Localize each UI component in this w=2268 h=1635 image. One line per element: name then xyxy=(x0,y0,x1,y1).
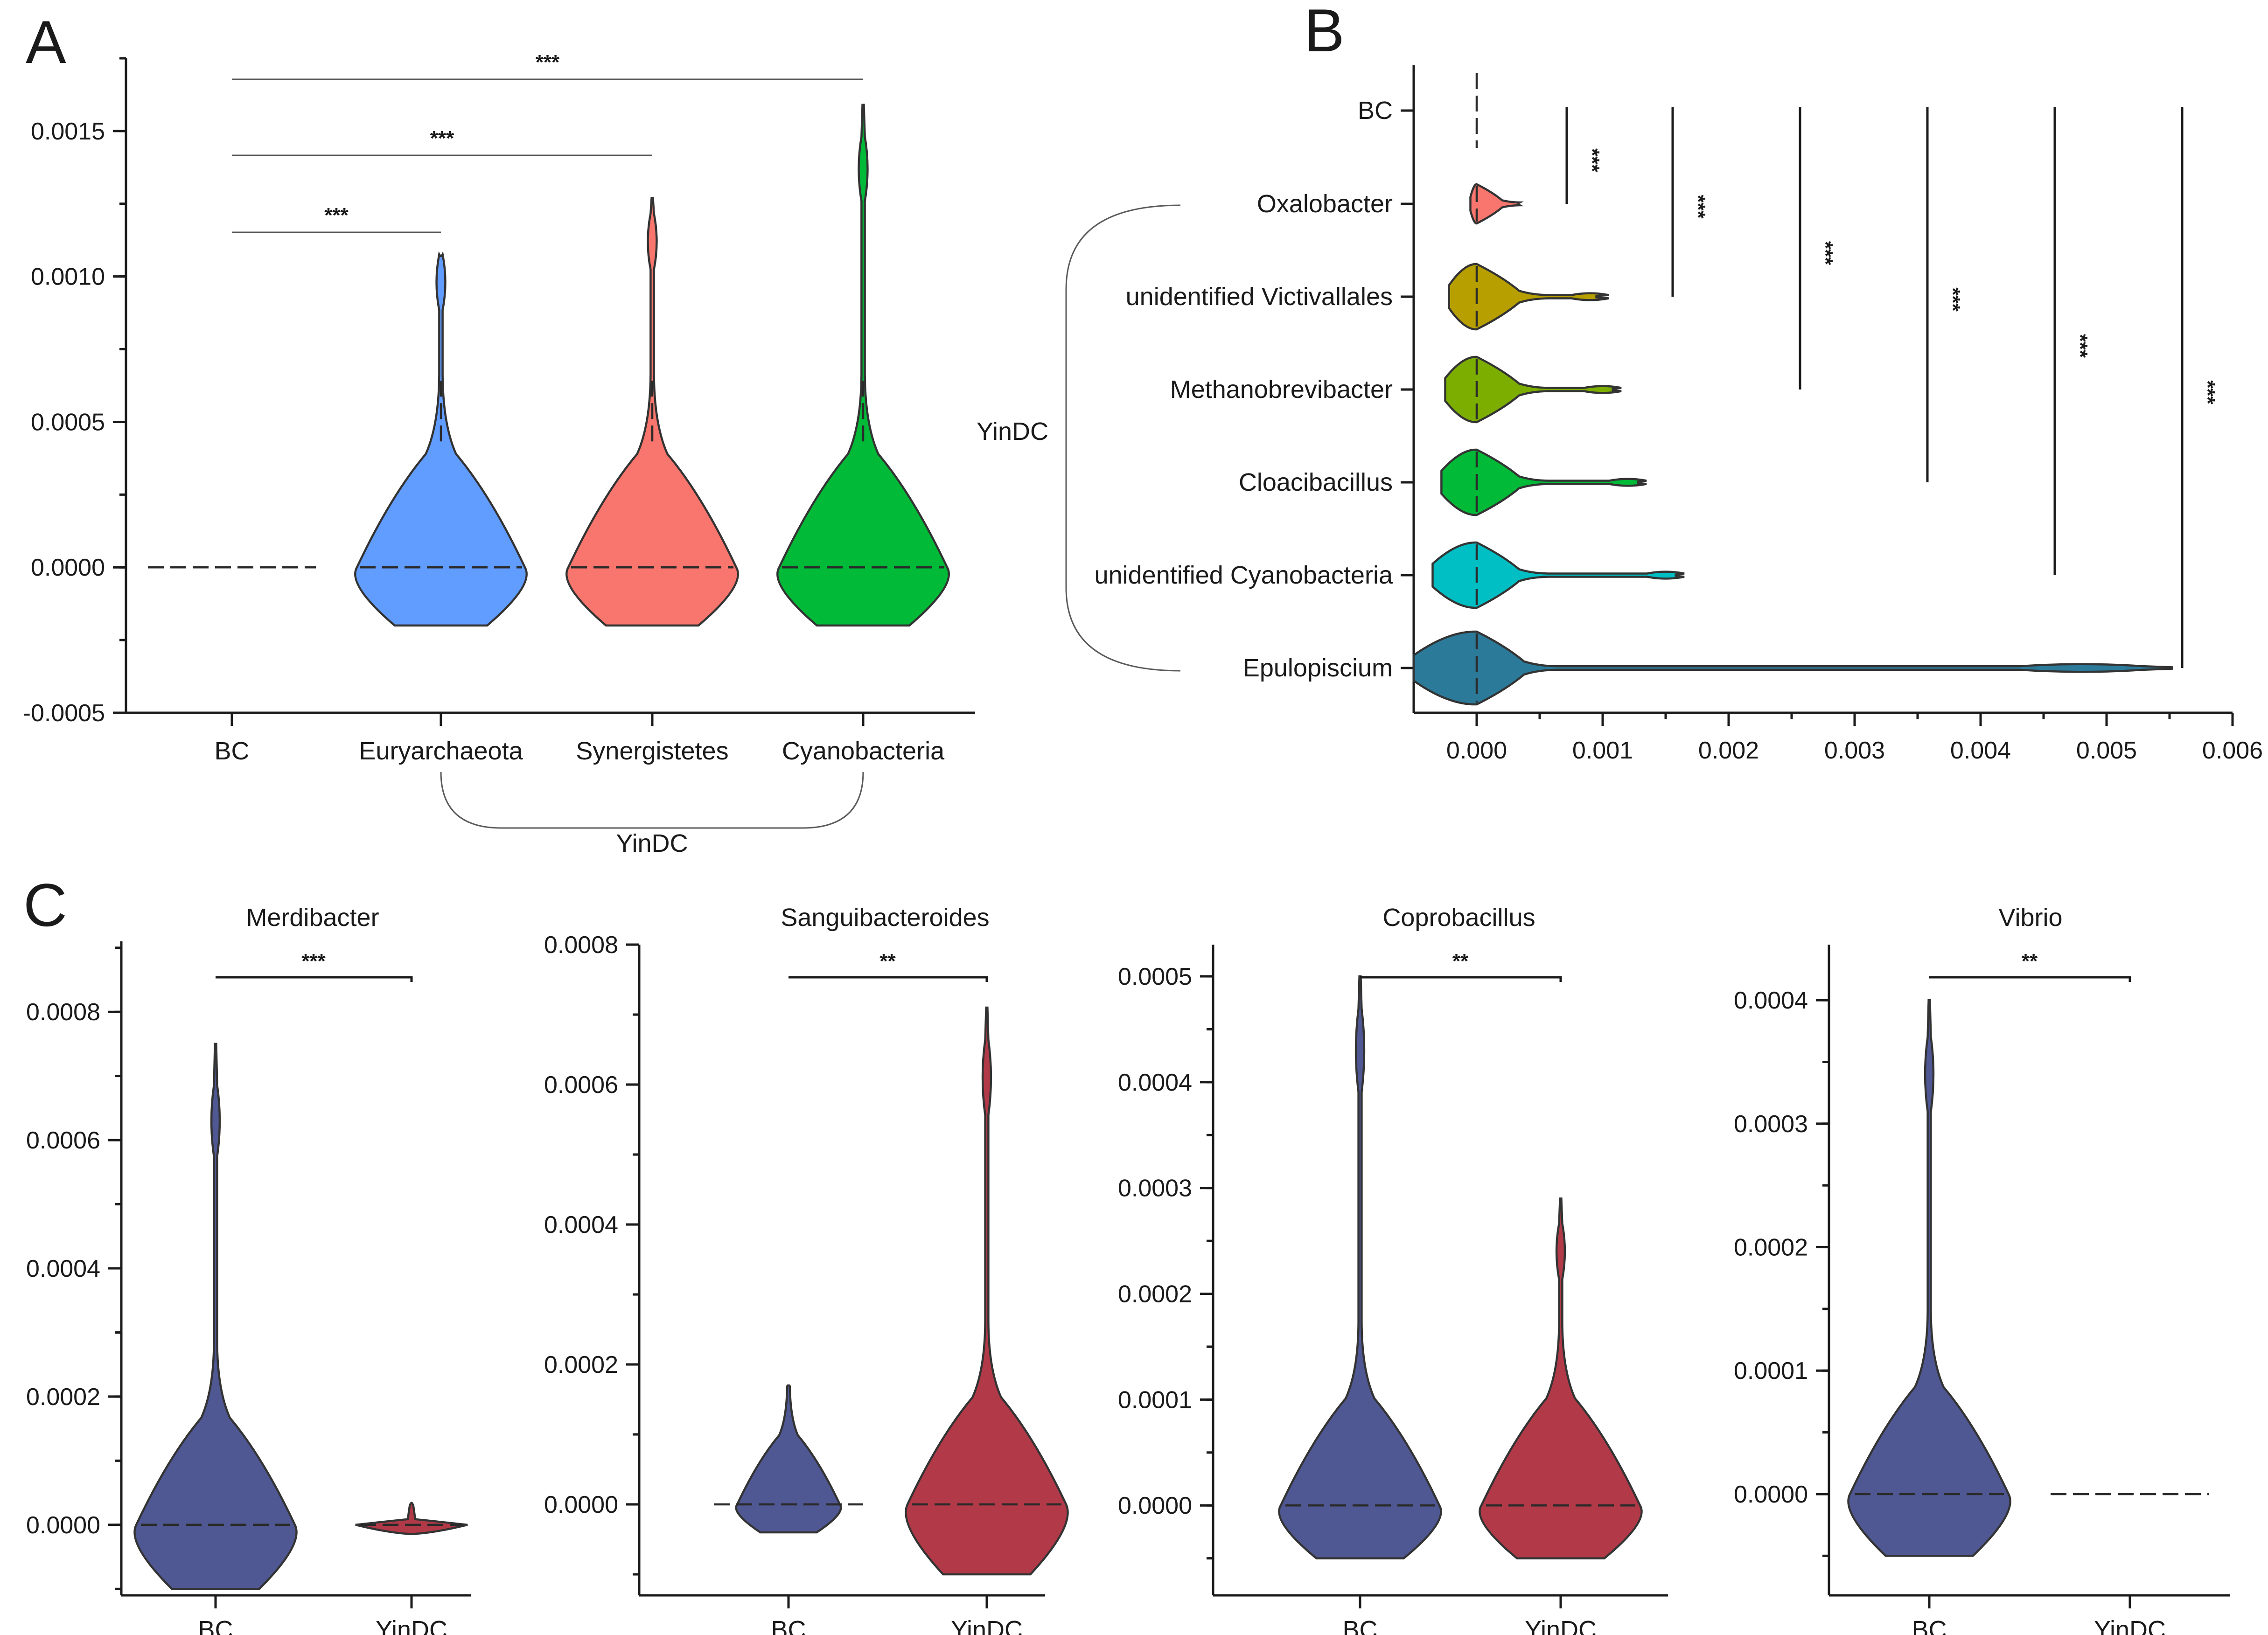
c3-y-tick-label: 0.0004 xyxy=(1118,1069,1192,1096)
a-group-label: YinDC xyxy=(616,829,688,857)
c2-significance-label: ** xyxy=(879,950,896,973)
c3-y-tick-label: 0.0000 xyxy=(1118,1492,1192,1519)
b-x-tick-label: 0.001 xyxy=(1572,737,1633,764)
b-y-label-unidentified-cyanobacteria: unidentified Cyanobacteria xyxy=(1095,561,1393,589)
c1-significance-label: *** xyxy=(301,950,326,973)
c1-y-tick-label: 0.0008 xyxy=(26,999,100,1026)
c2-y-tick-label: 0.0008 xyxy=(544,932,618,959)
a-y-tick-label: 0.0005 xyxy=(31,409,105,436)
c3-comparison-line xyxy=(1360,976,1562,982)
b-y-label-bc: BC xyxy=(1358,97,1393,125)
a-x-label-euryarchaeota: Euryarchaeota xyxy=(359,737,523,765)
b-y-label-epulopiscium: Epulopiscium xyxy=(1243,654,1393,682)
b-y-label-cloacibacillus: Cloacibacillus xyxy=(1239,468,1393,496)
a-violin-cyanobacteria xyxy=(776,104,950,627)
c4-y-tick-label: 0.0001 xyxy=(1734,1357,1808,1385)
c1-y-tick-label: 0.0002 xyxy=(26,1384,100,1411)
a-y-tick-label: 0.0000 xyxy=(31,554,105,581)
c1-title: Merdibacter xyxy=(246,904,379,932)
panel-label-a: A xyxy=(26,8,66,76)
c3-title: Coprobacillus xyxy=(1382,904,1535,932)
a-x-label-synergistetes: Synergistetes xyxy=(576,737,728,765)
c3-x-label-bc: BC xyxy=(1342,1616,1377,1635)
b-violin-methanobrevibacter xyxy=(1444,355,1622,424)
c3-y-tick-label: 0.0002 xyxy=(1118,1281,1192,1308)
b-violin-unidentified-cyanobacteria xyxy=(1431,541,1685,609)
b-violin-cloacibacillus xyxy=(1440,448,1647,516)
c2-x-label-yindc: YinDC xyxy=(951,1616,1023,1635)
b-group-bracket xyxy=(1065,204,1181,672)
b-violin-oxalobacter xyxy=(1469,183,1524,225)
c4-violin-bc xyxy=(1847,999,2011,1557)
b-x-tick-label: 0.002 xyxy=(1698,737,1759,764)
c2-y-tick-label: 0.0002 xyxy=(544,1351,618,1378)
b-significance-label: *** xyxy=(1941,287,1964,312)
panel-label-c: C xyxy=(23,871,67,939)
c3-violin-bc xyxy=(1278,975,1442,1559)
b-x-tick-label: 0.006 xyxy=(2202,737,2263,764)
c1-violin-bc xyxy=(133,1043,298,1590)
c4-y-tick-label: 0.0000 xyxy=(1734,1481,1808,1508)
a-y-tick-label: 0.0015 xyxy=(31,118,105,145)
b-significance-label: *** xyxy=(1687,195,1710,219)
c4-y-tick-label: 0.0004 xyxy=(1734,987,1808,1014)
c1-x-label-bc: BC xyxy=(198,1616,233,1635)
c2-comparison-line xyxy=(789,976,988,982)
c2-y-tick-label: 0.0006 xyxy=(544,1071,618,1099)
c2-x-label-bc: BC xyxy=(771,1616,806,1635)
c3-y-tick-label: 0.0001 xyxy=(1118,1386,1192,1413)
c3-y-tick-label: 0.0003 xyxy=(1118,1175,1192,1202)
c3-significance-label: ** xyxy=(1452,950,1469,973)
panel-label-b: B xyxy=(1304,0,1345,64)
b-group-label: YinDC xyxy=(977,417,1048,445)
c1-y-tick-label: 0.0004 xyxy=(26,1255,100,1282)
c4-y-tick-label: 0.0002 xyxy=(1734,1234,1808,1261)
c1-y-tick-label: 0.0000 xyxy=(26,1512,100,1539)
c3-y-tick-label: 0.0005 xyxy=(1118,963,1192,990)
c1-comparison-line xyxy=(216,976,413,982)
c2-violin-yindc xyxy=(905,1006,1069,1576)
b-x-tick-label: 0.004 xyxy=(1950,737,2011,764)
c1-violin-yindc xyxy=(355,1502,468,1535)
a-significance-label: *** xyxy=(536,51,560,74)
c4-title: Vibrio xyxy=(1998,904,2062,932)
c1-y-tick-label: 0.0006 xyxy=(26,1127,100,1154)
b-significance-label: *** xyxy=(1581,148,1604,173)
b-x-tick-label: 0.005 xyxy=(2076,737,2137,764)
a-y-tick-label: -0.0005 xyxy=(23,700,105,727)
c2-title: Sanguibacteroides xyxy=(781,904,989,932)
b-y-label-methanobrevibacter: Methanobrevibacter xyxy=(1170,376,1393,404)
a-group-bracket xyxy=(440,772,864,829)
b-violin-unidentified-victivallales xyxy=(1448,263,1609,331)
a-significance-label: *** xyxy=(430,127,454,150)
b-y-label-unidentified-victivallales: unidentified Victivallales xyxy=(1126,283,1393,311)
b-x-tick-label: 0.003 xyxy=(1824,737,1885,764)
c3-x-label-yindc: YinDC xyxy=(1525,1616,1597,1635)
c4-significance-label: ** xyxy=(2022,950,2038,973)
c2-y-tick-label: 0.0004 xyxy=(544,1211,618,1238)
c4-x-label-yindc: YinDC xyxy=(2094,1616,2166,1635)
b-y-label-oxalobacter: Oxalobacter xyxy=(1257,190,1393,218)
a-x-label-bc: BC xyxy=(214,737,249,765)
b-violin-epulopiscium xyxy=(1412,630,2173,706)
b-x-tick-label: 0.000 xyxy=(1446,737,1507,764)
a-x-label-cyanobacteria: Cyanobacteria xyxy=(782,737,945,765)
a-y-tick-label: 0.0010 xyxy=(31,264,105,291)
c1-x-label-yindc: YinDC xyxy=(376,1616,447,1635)
b-significance-label: *** xyxy=(1814,241,1837,265)
c2-violin-bc xyxy=(735,1384,842,1534)
c4-x-label-bc: BC xyxy=(1912,1616,1947,1635)
a-significance-label: *** xyxy=(324,204,349,227)
c4-comparison-line xyxy=(1929,976,2131,982)
b-significance-label: *** xyxy=(2196,380,2219,404)
c2-y-tick-label: 0.0000 xyxy=(544,1491,618,1518)
c4-y-tick-label: 0.0003 xyxy=(1734,1111,1808,1138)
c3-violin-yindc xyxy=(1479,1197,1643,1559)
b-significance-label: *** xyxy=(2069,334,2092,358)
